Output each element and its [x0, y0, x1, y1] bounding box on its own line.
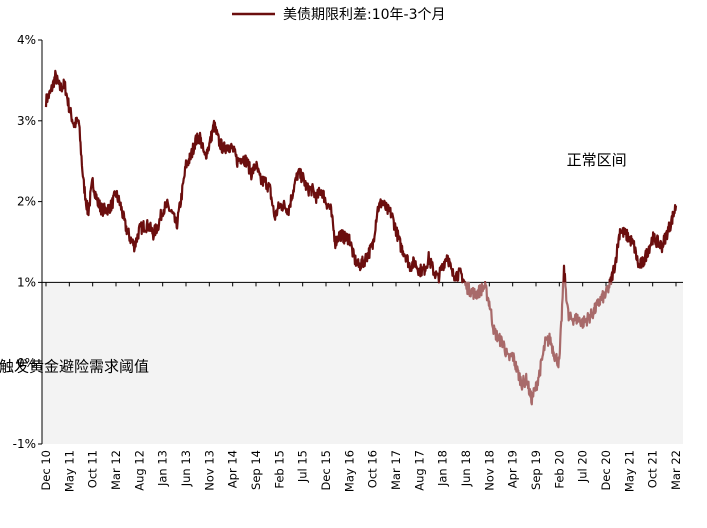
- x-tick-label: Mar 22: [669, 450, 683, 490]
- x-tick-label: Apr 14: [226, 450, 240, 488]
- y-tick-label: 4%: [17, 33, 36, 47]
- x-tick-label: Feb 20: [552, 450, 566, 489]
- x-tick-label: Sep 14: [249, 450, 263, 490]
- series-line-segment-0: [46, 71, 465, 283]
- x-tick-label: Oct 16: [366, 450, 380, 488]
- series-line-segment-4: [564, 266, 566, 283]
- annotation-0: 正常区间: [567, 151, 627, 169]
- x-tick-label: Dec 15: [319, 450, 333, 491]
- x-tick-label: Nov 13: [202, 450, 216, 491]
- x-tick-label: Mar 17: [389, 450, 403, 490]
- x-tick-label: Jan 18: [436, 450, 450, 487]
- x-tick-label: May 11: [62, 450, 76, 492]
- x-tick-label: Jun 13: [179, 450, 193, 487]
- x-tick-label: Jul 20: [576, 450, 590, 483]
- x-tick-label: Aug 12: [132, 450, 146, 491]
- x-tick-label: Sep 19: [529, 450, 543, 490]
- annotation-1: 触发黄金避险需求阈值: [0, 357, 149, 375]
- x-tick-label: Nov 18: [482, 450, 496, 491]
- series-line-segment-8: [611, 205, 676, 282]
- y-tick-label: -1%: [13, 437, 36, 451]
- x-tick-label: Dec 10: [39, 450, 53, 491]
- x-tick-label: Mar 12: [109, 450, 123, 490]
- y-tick-label: 2%: [17, 195, 36, 209]
- y-tick-label: 3%: [17, 114, 36, 128]
- x-tick-label: Jul 15: [296, 450, 310, 483]
- x-tick-label: Oct 21: [646, 450, 660, 488]
- x-tick-label: May 16: [342, 450, 356, 492]
- legend-label: 美债期限利差:10年-3个月: [283, 7, 446, 23]
- y-tick-label: 1%: [17, 275, 36, 289]
- x-tick-label: Jan 13: [156, 450, 170, 487]
- x-tick-label: Jun 18: [459, 450, 473, 487]
- x-tick-label: Apr 19: [506, 450, 520, 488]
- x-tick-label: Feb 15: [272, 450, 286, 489]
- x-tick-label: Dec 20: [599, 450, 613, 491]
- x-tick-label: Aug 17: [412, 450, 426, 491]
- x-tick-label: May 21: [622, 450, 636, 492]
- x-tick-label: Oct 11: [86, 450, 100, 488]
